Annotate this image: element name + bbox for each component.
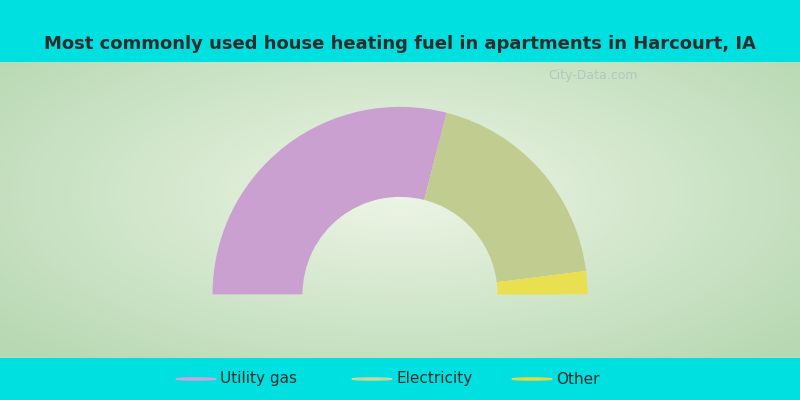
Circle shape	[176, 378, 216, 380]
Wedge shape	[213, 107, 446, 294]
Text: City-Data.com: City-Data.com	[549, 69, 638, 82]
Wedge shape	[497, 271, 587, 294]
Text: Electricity: Electricity	[396, 372, 472, 386]
Text: Other: Other	[556, 372, 599, 386]
Wedge shape	[424, 113, 586, 282]
Text: Most commonly used house heating fuel in apartments in Harcourt, IA: Most commonly used house heating fuel in…	[44, 35, 756, 53]
Circle shape	[352, 378, 392, 380]
Circle shape	[512, 378, 552, 380]
Text: Utility gas: Utility gas	[220, 372, 297, 386]
